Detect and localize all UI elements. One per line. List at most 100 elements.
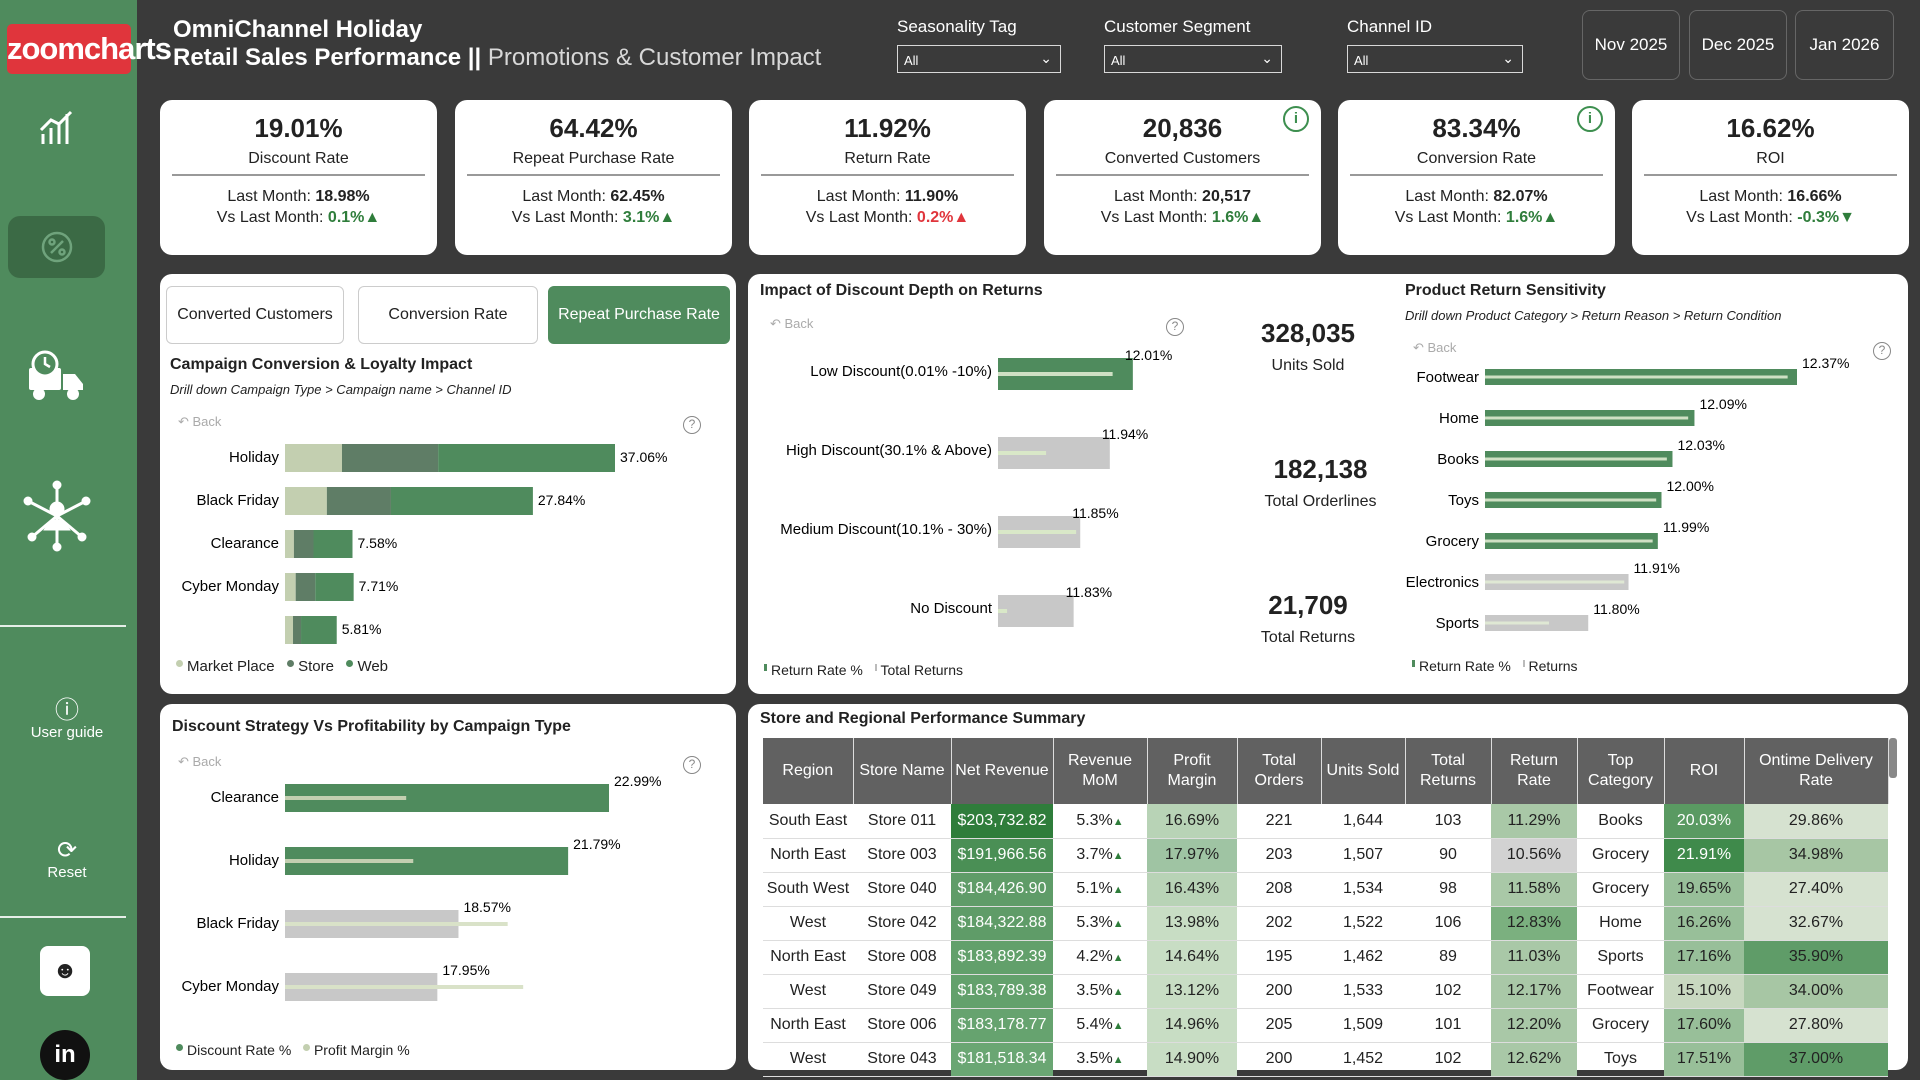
bar-segment[interactable] [390,487,533,515]
month-button-jan-2026[interactable]: Jan 2026 [1795,10,1894,80]
bar-segment[interactable] [341,444,439,472]
table-row[interactable]: South East Store 011 $203,732.82 5.3%▲ 16.69… [763,804,1888,839]
linkedin-link[interactable]: in [40,1030,90,1080]
cell-value: 11.29% [1507,811,1561,829]
table-cell: West [763,1042,853,1077]
column-header[interactable]: Total Returns [1405,738,1492,804]
zoomcharts-logo[interactable]: zoomcharts [7,24,172,74]
column-header[interactable]: Profit Margin [1147,738,1238,804]
table-cell: 34.98% [1744,838,1888,873]
bar-segment[interactable] [326,487,391,515]
table-cell: 11.58% [1491,872,1577,907]
user-guide-button[interactable]: ⓘ User guide [0,698,134,742]
table-cell: 15.10% [1664,974,1744,1009]
bar-segment[interactable] [285,616,294,644]
legend-item[interactable]: Total Returns [880,662,963,678]
back-button[interactable]: ↶ Back [178,754,222,769]
legend-item[interactable]: Returns [1528,658,1578,674]
column-header[interactable]: Store Name [853,738,952,804]
bar-segment[interactable] [285,487,327,515]
page-subtitle: Promotions & Customer Impact [487,44,822,71]
table-cell: South East [763,804,853,839]
cell-value: 13.12% [1164,982,1220,999]
discount-strategy-panel: Discount Strategy Vs Profitability by Ca… [160,704,736,1070]
bar-segment[interactable] [285,444,342,472]
cell-value: Footwear [1587,982,1654,999]
title-separator: || [461,44,488,71]
table-row[interactable]: North East Store 006 $183,178.77 5.4%▲ 14.96… [763,1008,1888,1043]
month-button-dec-2025[interactable]: Dec 2025 [1689,10,1787,80]
help-icon[interactable]: ? [1166,318,1184,336]
network-nav-button[interactable] [22,480,92,552]
bar-segment[interactable] [293,616,302,644]
category-label: Home [1439,410,1479,427]
table-row[interactable]: North East Store 003 $191,966.56 3.7%▲ 17.97… [763,838,1888,873]
category-label: Holiday [229,449,280,466]
back-button[interactable]: ↶ Back [770,316,814,331]
table-row[interactable]: South West Store 040 $184,426.90 5.1%▲ 16.43… [763,872,1888,907]
table-scrollbar[interactable] [1889,738,1897,778]
back-button[interactable]: ↶ Back [1413,340,1457,355]
channel-id-select[interactable]: All ⌄ [1347,45,1523,73]
help-icon[interactable]: ? [683,416,701,434]
return-rate-bar[interactable] [998,595,1074,627]
cell-value: 103 [1434,811,1462,829]
info-icon[interactable]: i [1283,106,1309,132]
cell-value: Store 011 [867,811,937,829]
info-icon[interactable]: i [1577,106,1603,132]
column-header[interactable]: Net Revenue [951,738,1054,804]
seasonality-select[interactable]: All ⌄ [897,45,1061,73]
profile-link[interactable]: ☻ [40,946,90,996]
promotions-nav-button[interactable] [8,216,105,278]
customer-segment-select[interactable]: All ⌄ [1104,45,1282,73]
help-icon[interactable]: ? [683,756,701,774]
bar-segment[interactable] [295,573,316,601]
legend-item[interactable]: Return Rate % [1419,658,1511,674]
chevron-down-icon: ⌄ [1040,50,1052,66]
column-header[interactable]: ROI [1664,738,1745,804]
tab-conversion-rate[interactable]: Conversion Rate [358,286,538,344]
kpi-vs-label: Vs Last Month: [1686,209,1798,226]
delivery-nav-button[interactable] [26,345,88,407]
performance-nav-button[interactable] [26,97,88,159]
legend-item[interactable]: Discount Rate % [187,1042,292,1058]
tab-repeat-purchase-rate[interactable]: Repeat Purchase Rate [548,286,730,344]
column-header[interactable]: Units Sold [1321,738,1406,804]
campaign-panel: Converted Customers Conversion Rate Repe… [160,274,736,694]
table-cell: $181,518.34 [951,1042,1053,1077]
reset-button[interactable]: ⟳ Reset [0,838,134,882]
table-row[interactable]: West Store 042 $184,322.88 5.3%▲ 13.98% 202 1,… [763,906,1888,941]
column-header[interactable]: Region [763,738,854,804]
column-header[interactable]: Ontime Delivery Rate [1744,738,1889,804]
tab-converted-customers[interactable]: Converted Customers [166,286,344,344]
bar-segment[interactable] [438,444,615,472]
legend-item[interactable]: Profit Margin % [313,1042,410,1058]
table-cell: 10.56% [1491,838,1577,873]
legend-item[interactable]: Market Place [187,658,275,675]
table-row[interactable]: West Store 043 $181,518.34 3.5%▲ 14.90% 200 1,… [763,1042,1888,1077]
table-row[interactable]: West Store 049 $183,789.38 3.5%▲ 13.12% 200 1,… [763,974,1888,1009]
kpi-last-label: Last Month: [227,188,316,205]
help-icon[interactable]: ? [1873,342,1891,360]
column-header[interactable]: Return Rate [1491,738,1578,804]
back-button[interactable]: ↶ Back [178,414,222,429]
data-label: 17.95% [442,962,489,978]
discount-returns-legend: Return Rate % Total Returns [764,662,963,678]
table-cell: Grocery [1577,838,1664,873]
bar-segment[interactable] [301,616,337,644]
legend-item[interactable]: Web [357,658,389,675]
bar-segment[interactable] [285,530,294,558]
column-header[interactable]: Total Orders [1237,738,1322,804]
bar-segment[interactable] [293,530,314,558]
table-row[interactable]: North East Store 008 $183,892.39 4.2%▲ 14.64… [763,940,1888,975]
column-header[interactable]: Revenue MoM [1053,738,1148,804]
table-cell: 102 [1405,974,1491,1009]
bar-segment[interactable] [285,573,296,601]
legend-item[interactable]: Return Rate % [771,662,863,678]
kpi-label: Discount Rate [172,150,425,176]
column-header[interactable]: Top Category [1577,738,1665,804]
month-button-nov-2025[interactable]: Nov 2025 [1582,10,1680,80]
legend-item[interactable]: Store [298,658,334,675]
bar-segment[interactable] [313,530,353,558]
bar-segment[interactable] [315,573,354,601]
